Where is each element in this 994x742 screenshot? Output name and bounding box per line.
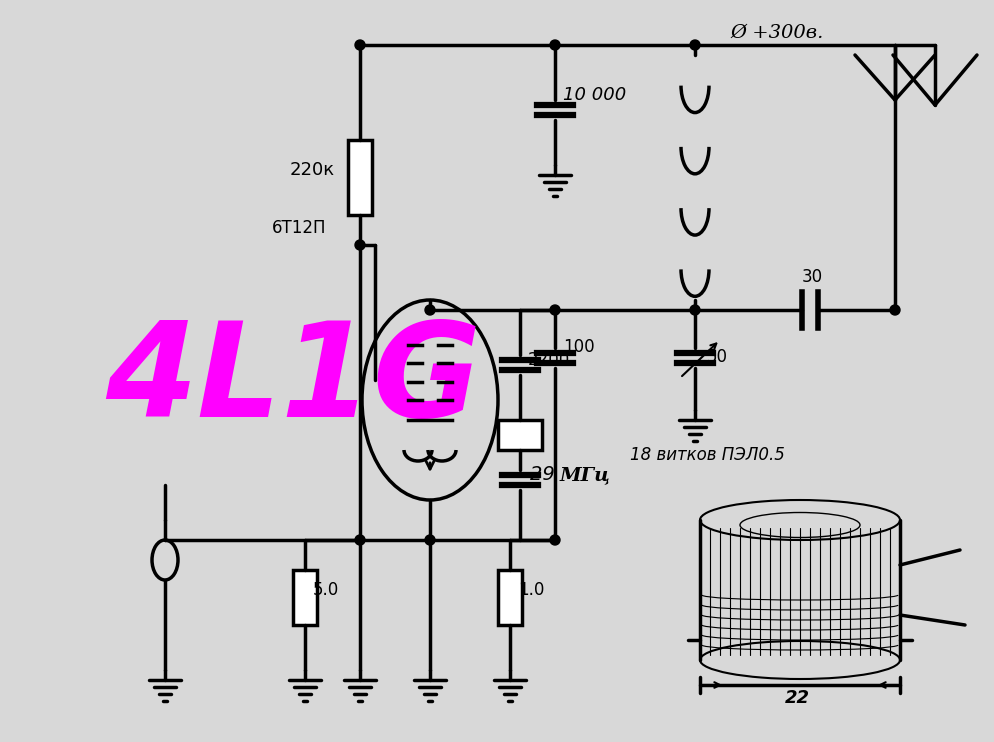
Text: 4L1G: 4L1G	[105, 317, 481, 444]
Bar	[498, 570, 522, 625]
Text: 29: 29	[530, 465, 561, 484]
Text: 100: 100	[563, 338, 594, 356]
Text: МГц: МГц	[560, 466, 610, 484]
Text: 10 000: 10 000	[563, 86, 626, 104]
Circle shape	[690, 305, 700, 315]
Bar	[348, 140, 372, 215]
Circle shape	[425, 305, 435, 315]
Bar	[498, 420, 542, 450]
Circle shape	[550, 535, 560, 545]
Circle shape	[355, 240, 365, 250]
Text: 5.0: 5.0	[313, 581, 339, 599]
Circle shape	[425, 535, 435, 545]
Text: 1.0: 1.0	[518, 581, 545, 599]
Text: Ø +300в.: Ø +300в.	[730, 24, 823, 42]
Text: 30: 30	[802, 268, 823, 286]
Circle shape	[550, 305, 560, 315]
Circle shape	[355, 535, 365, 545]
Text: 50: 50	[707, 348, 728, 366]
Circle shape	[550, 40, 560, 50]
Text: 6Τ12П: 6Τ12П	[272, 219, 326, 237]
Text: 220к: 220к	[290, 161, 335, 179]
Text: 18 витков ПЭЛ0.5: 18 витков ПЭЛ0.5	[630, 446, 785, 464]
Circle shape	[355, 40, 365, 50]
Text: 22: 22	[785, 689, 810, 707]
Text: 2200: 2200	[528, 351, 571, 369]
Circle shape	[890, 305, 900, 315]
Circle shape	[690, 40, 700, 50]
Bar	[293, 570, 317, 625]
